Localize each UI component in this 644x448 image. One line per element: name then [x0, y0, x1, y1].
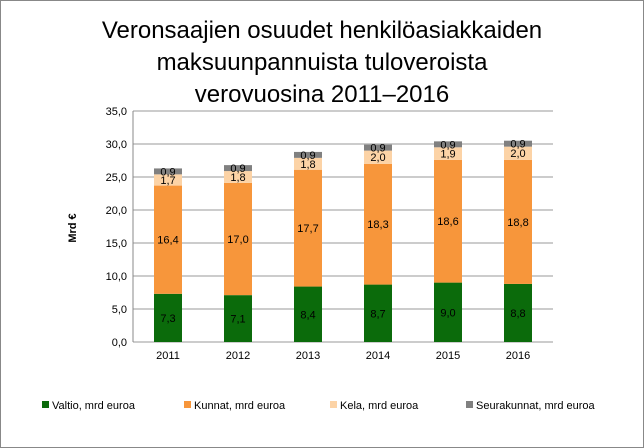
bar-segment: [294, 286, 322, 342]
data-label: 1,8: [230, 172, 245, 184]
legend-swatch: [466, 401, 473, 408]
bar-segment: [504, 140, 532, 147]
data-label: 0,9: [160, 166, 175, 178]
legend-label: Valtio, mrd euroa: [52, 400, 136, 412]
bar-segment: [434, 159, 462, 283]
data-label: 16,4: [157, 235, 178, 247]
bar-segment: [434, 282, 462, 342]
bar-segment: [154, 293, 182, 342]
legend-label: Kela, mrd euroa: [340, 400, 419, 412]
data-label: 18,3: [367, 219, 388, 231]
data-label: 8,8: [510, 308, 525, 320]
legend-swatch: [330, 401, 337, 408]
bar-segment: [504, 159, 532, 284]
x-tick-label: 2014: [366, 350, 390, 362]
legend-label: Kunnat, mrd euroa: [194, 400, 286, 412]
y-tick-label: 20,0: [106, 205, 127, 217]
data-label: 18,6: [437, 216, 458, 228]
chart-title-line-1: Veronsaajien osuudet henkilöasiakkaiden: [102, 17, 542, 44]
y-tick-label: 10,0: [106, 271, 127, 283]
bar-segment: [224, 182, 252, 296]
data-label: 2,0: [370, 152, 385, 164]
x-tick-label: 2011: [156, 350, 180, 362]
y-tick-label: 0,0: [112, 337, 127, 349]
x-tick-label: 2015: [436, 350, 460, 362]
bars: 7,316,41,70,920117,117,01,80,920128,417,…: [154, 139, 532, 362]
y-tick-label: 35,0: [106, 106, 127, 118]
legend-swatch: [42, 401, 49, 408]
gridlines: 0,0 5,0 10,0 15,0 20,0 25,0 30,0 35,0: [106, 106, 553, 349]
bar-segment: [504, 283, 532, 342]
data-label: 1,7: [160, 175, 175, 187]
data-label: 17,7: [297, 223, 318, 235]
data-label: 7,3: [160, 313, 175, 325]
bar-segment: [294, 157, 322, 170]
legend-label: Seurakunnat, mrd euroa: [476, 400, 596, 412]
y-tick-label: 5,0: [112, 304, 127, 316]
bar-segment: [224, 165, 252, 172]
bar-segment: [154, 185, 182, 294]
y-tick-label: 25,0: [106, 172, 127, 184]
legend-swatch: [184, 401, 191, 408]
bar-segment: [434, 147, 462, 160]
data-label: 7,1: [230, 314, 245, 326]
data-label: 9,0: [440, 307, 455, 319]
data-label: 17,0: [227, 234, 248, 246]
bar-segment: [364, 150, 392, 164]
data-label: 8,7: [370, 308, 385, 320]
legend: Valtio, mrd euroa Kunnat, mrd euroa Kela, …: [42, 400, 596, 412]
bar-segment: [224, 295, 252, 342]
bar-segment: [504, 146, 532, 160]
y-tick-label: 30,0: [106, 139, 127, 151]
data-label: 18,8: [507, 217, 528, 229]
data-label: 2,0: [510, 148, 525, 160]
chart-title-line-3: verovuosina 2011–2016: [195, 81, 449, 108]
chart-title-line-2: maksuunpannuista tuloveroista: [157, 49, 489, 76]
bar-segment: [364, 163, 392, 285]
bar-segment: [294, 151, 322, 158]
y-axis-label: Mrd €: [67, 213, 79, 242]
data-label: 0,9: [230, 163, 245, 175]
x-tick-label: 2013: [296, 350, 320, 362]
data-label: 1,8: [300, 159, 315, 171]
data-label: 0,9: [300, 150, 315, 162]
data-label: 0,9: [510, 139, 525, 151]
bar-segment: [224, 171, 252, 183]
bar-segment: [294, 169, 322, 287]
x-tick-label: 2016: [506, 350, 530, 362]
data-label: 1,9: [440, 149, 455, 161]
bar-segment: [154, 168, 182, 175]
data-label: 0,9: [370, 143, 385, 155]
y-tick-label: 15,0: [106, 238, 127, 250]
data-label: 8,4: [300, 309, 315, 321]
bar-segment: [154, 174, 182, 186]
data-label: 0,9: [440, 139, 455, 151]
bar-segment: [364, 284, 392, 342]
bar-segment: [364, 144, 392, 151]
x-tick-label: 2012: [226, 350, 250, 362]
bar-segment: [434, 141, 462, 148]
